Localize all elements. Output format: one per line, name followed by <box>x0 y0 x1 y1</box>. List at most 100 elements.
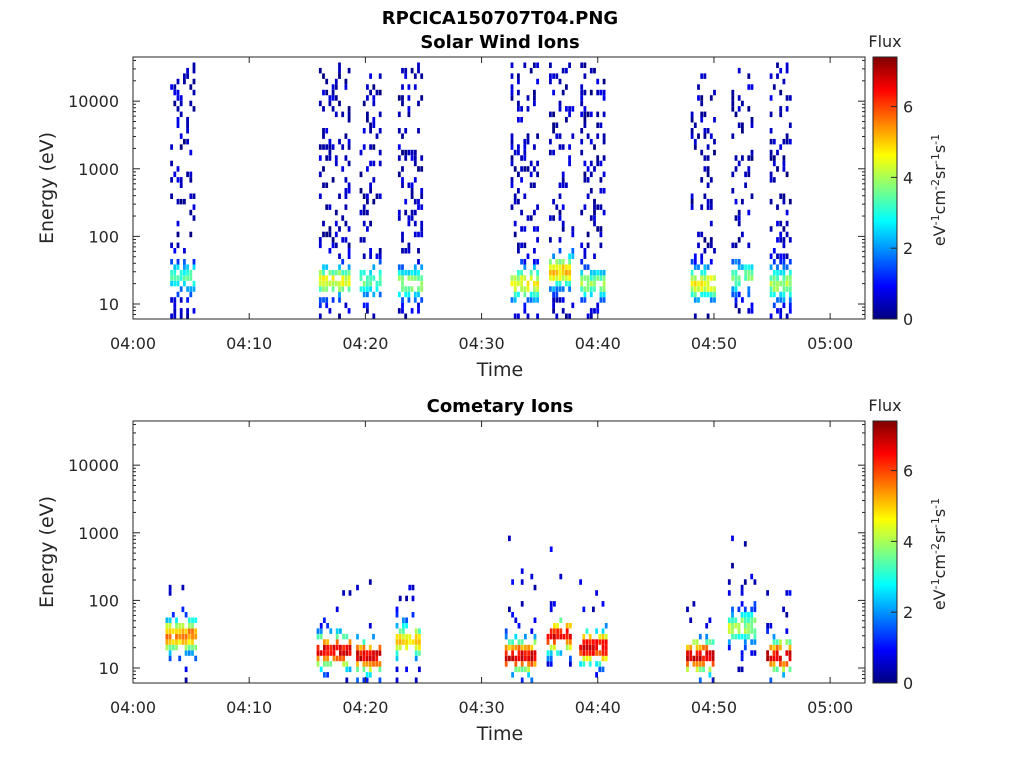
heatmap-cell <box>362 655 366 662</box>
heatmap-cell <box>338 138 341 145</box>
heatmap-cell <box>571 253 575 259</box>
colorbar-unit: eV-1cm-2sr-1s-1 <box>929 134 949 246</box>
heatmap-cell <box>558 182 562 188</box>
heatmap-cell <box>561 220 565 227</box>
heatmap-cell <box>555 280 559 287</box>
heatmap-cell <box>404 248 408 254</box>
heatmap-cell <box>395 666 399 673</box>
heatmap-cell <box>703 193 707 199</box>
heatmap-cell <box>401 100 404 107</box>
heatmap-cell <box>737 237 741 243</box>
heatmap-cell <box>533 248 536 254</box>
heatmap-cell <box>326 623 329 629</box>
heatmap-cell <box>322 220 325 227</box>
heatmap-cell <box>369 122 372 128</box>
heatmap-cell <box>523 226 527 232</box>
heatmap-cell <box>517 313 520 319</box>
heatmap-cell <box>533 89 536 96</box>
heatmap-cell <box>569 661 572 667</box>
heatmap-cell <box>184 639 188 645</box>
heatmap-cell <box>561 182 565 188</box>
heatmap-cell <box>596 226 600 232</box>
heatmap-cell <box>173 84 177 90</box>
heatmap-cell <box>375 89 379 96</box>
heatmap-cell <box>520 166 523 172</box>
heatmap-cell <box>580 242 584 249</box>
heatmap-cell <box>750 275 754 281</box>
heatmap-cell <box>750 155 754 161</box>
heatmap-cell <box>359 149 363 156</box>
heatmap-cell <box>325 144 329 150</box>
heatmap-cell <box>344 193 348 199</box>
heatmap-cell <box>596 302 600 309</box>
heatmap-cell <box>582 655 586 662</box>
heatmap-cell <box>785 138 789 145</box>
heatmap-cell <box>593 166 596 172</box>
heatmap-cell <box>183 275 186 281</box>
heatmap-cell <box>318 237 322 243</box>
heatmap-cell <box>511 579 514 585</box>
heatmap-cell <box>362 220 366 227</box>
heatmap-cell <box>318 297 322 303</box>
heatmap-cell <box>178 633 182 640</box>
heatmap-cell <box>734 275 738 281</box>
heatmap-cell <box>580 259 584 265</box>
heatmap-cell <box>700 286 704 292</box>
heatmap-cell <box>417 231 420 238</box>
heatmap-cell <box>527 666 530 673</box>
heatmap-cell <box>511 612 514 618</box>
heatmap-cell <box>511 672 514 678</box>
heatmap-cell <box>776 237 779 243</box>
heatmap-cell <box>325 302 329 309</box>
heatmap-cell <box>398 633 402 640</box>
heatmap-cell <box>520 117 523 123</box>
heatmap-cell <box>325 78 329 85</box>
heatmap-cell <box>779 655 782 662</box>
heatmap-cell <box>741 231 744 238</box>
heatmap-cell <box>168 617 172 623</box>
heatmap-cell <box>772 84 776 90</box>
heatmap-cell <box>508 644 511 651</box>
heatmap-cell <box>772 633 776 640</box>
heatmap-cell <box>322 166 325 172</box>
heatmap-cell <box>686 661 689 667</box>
heatmap-cell <box>769 149 773 156</box>
heatmap-cell <box>359 655 363 662</box>
heatmap-cell <box>549 237 552 243</box>
heatmap-cell <box>368 655 372 662</box>
heatmap-cell <box>413 220 417 227</box>
heatmap-cell <box>561 67 565 74</box>
heatmap-cell <box>561 275 565 281</box>
heatmap-cell <box>552 149 555 156</box>
heatmap-cell <box>734 297 738 303</box>
heatmap-cell <box>530 628 534 634</box>
heatmap-cell <box>338 297 341 303</box>
heatmap-cell <box>186 264 189 270</box>
heatmap-cell <box>731 623 734 629</box>
heatmap-cell <box>580 275 584 281</box>
heatmap-cell <box>580 280 584 287</box>
heatmap-cell <box>191 628 194 634</box>
heatmap-cell <box>565 275 568 281</box>
heatmap-cell <box>785 639 789 645</box>
heatmap-cell <box>565 182 568 188</box>
heatmap-cell <box>529 275 533 281</box>
heatmap-cell <box>397 128 401 134</box>
heatmap-cell <box>513 166 517 172</box>
heatmap-cell <box>178 639 182 645</box>
heatmap-cell <box>375 193 379 199</box>
heatmap-cell <box>580 149 584 156</box>
heatmap-cell <box>178 655 182 662</box>
heatmap-cell <box>366 308 369 314</box>
heatmap-cell <box>375 650 379 656</box>
heatmap-cell <box>589 111 593 118</box>
heatmap-cell <box>565 264 568 270</box>
heatmap-cell <box>569 655 572 662</box>
heatmap-cell <box>686 666 689 673</box>
heatmap-cell <box>593 253 596 259</box>
heatmap-cell <box>526 280 530 287</box>
heatmap-cell <box>698 655 702 662</box>
heatmap-cell <box>750 308 754 314</box>
heatmap-cell <box>693 122 697 128</box>
heatmap-cell <box>700 177 704 183</box>
